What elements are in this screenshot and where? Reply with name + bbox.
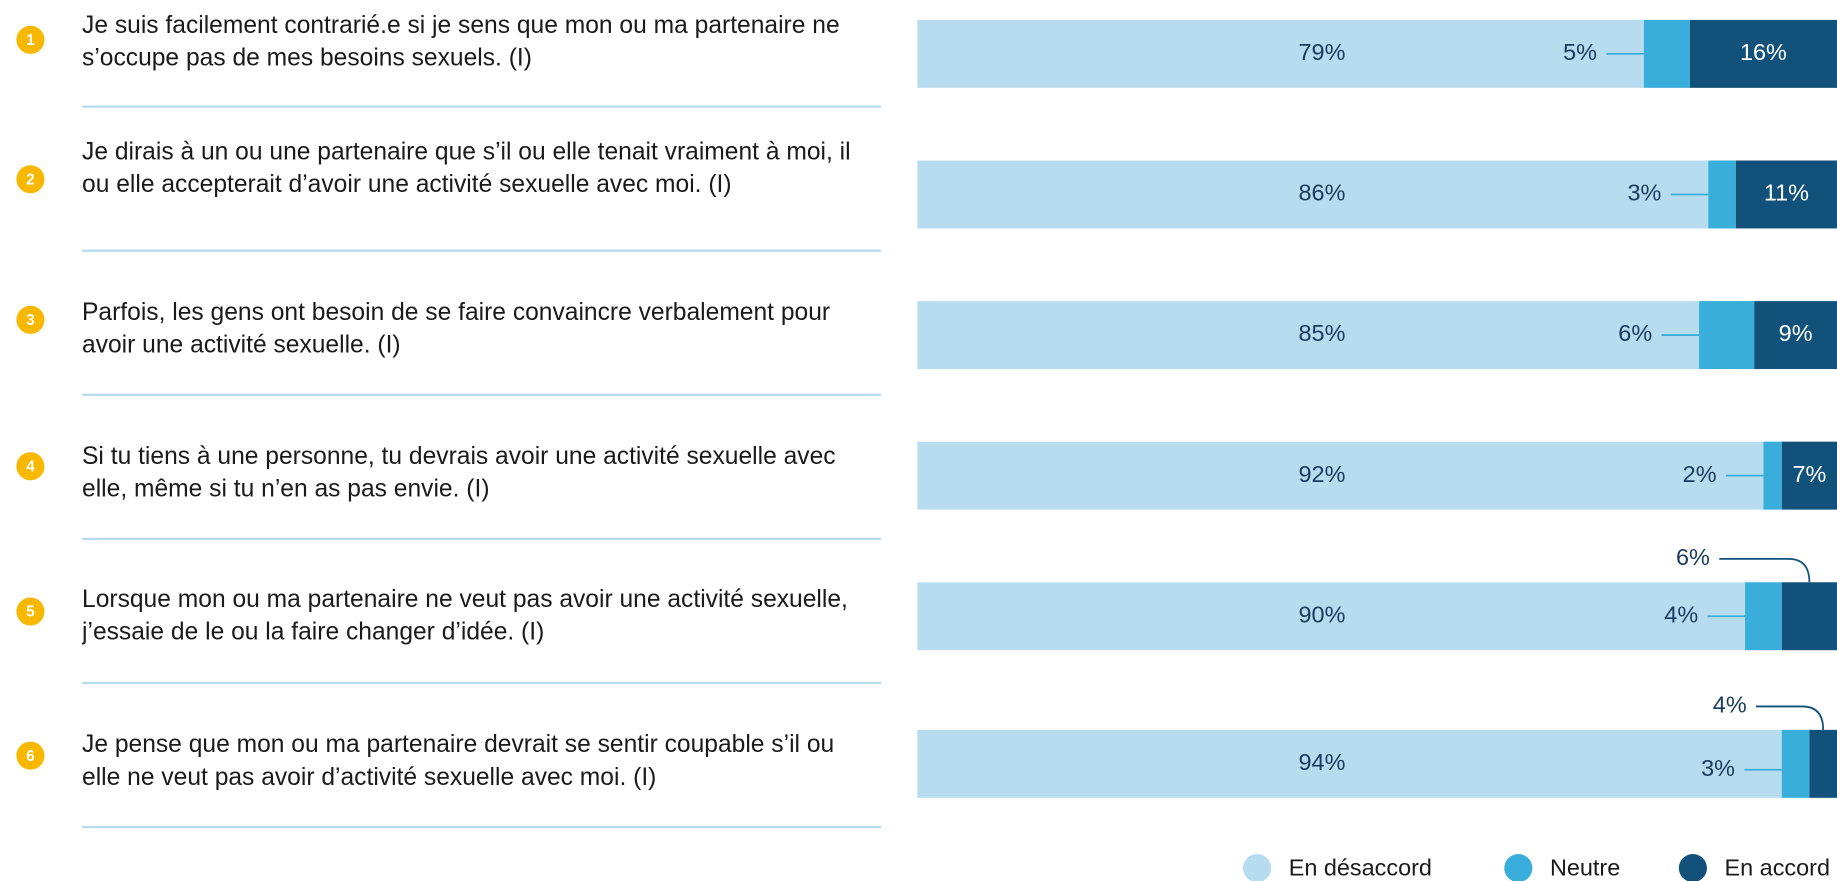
statement-box: Je dirais à un ou une partenaire que s’i… xyxy=(82,138,851,198)
bar-segment xyxy=(917,19,1644,88)
bar-segment xyxy=(917,301,1700,370)
statement-box: Je pense que mon ou ma partenaire devrai… xyxy=(82,731,835,791)
value-label: 7% xyxy=(1792,461,1826,487)
statement: Je dirais à un ou une partenaire que s’i… xyxy=(82,138,851,198)
item-badge xyxy=(16,165,45,194)
bar-segment xyxy=(1781,729,1810,798)
value-label: 9% xyxy=(1779,320,1813,346)
value-label: 90% xyxy=(1299,601,1346,627)
value-label: 79% xyxy=(1299,39,1346,65)
value-label: 16% xyxy=(1740,39,1787,65)
item-number: 4 xyxy=(26,458,35,475)
bar-segment xyxy=(1763,441,1782,510)
value-label: 11% xyxy=(1764,180,1809,206)
item-number: 3 xyxy=(26,312,34,329)
item-badge xyxy=(16,452,45,481)
legend-label: En accord xyxy=(1725,854,1830,880)
statement-box: Parfois, les gens ont besoin de se faire… xyxy=(82,298,831,359)
bar-segment xyxy=(917,160,1709,229)
bar-segment xyxy=(1781,582,1837,651)
value-label: 92% xyxy=(1299,461,1346,487)
legend-label: En désaccord xyxy=(1289,854,1432,880)
bar-segment xyxy=(917,582,1746,651)
statement-box: Je suis facilement contrarié.e si je sen… xyxy=(82,11,840,72)
statement-box: Lorsque mon ou ma partenaire ne veut pas… xyxy=(82,585,848,646)
bar-segment xyxy=(917,441,1764,510)
item-number: 2 xyxy=(26,171,34,188)
value-label: 2% xyxy=(1683,461,1717,487)
value-label: 3% xyxy=(1628,180,1662,206)
value-label: 6% xyxy=(1676,544,1710,570)
item-number: 6 xyxy=(26,748,34,765)
leader-line xyxy=(1756,705,1825,730)
value-label: 85% xyxy=(1299,320,1346,346)
legend-swatch xyxy=(1504,854,1533,881)
statement-box: Si tu tiens à une personne, tu devrais a… xyxy=(82,442,836,503)
legend-swatch xyxy=(1678,854,1707,881)
statement: Lorsque mon ou ma partenaire ne veut pas… xyxy=(82,585,848,646)
bar-segment xyxy=(917,729,1782,798)
item-badge xyxy=(16,597,45,626)
value-label: 4% xyxy=(1664,601,1698,627)
item-number: 1 xyxy=(26,32,35,49)
statement: Je pense que mon ou ma partenaire devrai… xyxy=(82,731,835,791)
bar-segment xyxy=(1735,160,1837,229)
leader-line xyxy=(1719,557,1811,583)
bar-segment xyxy=(1754,301,1837,370)
value-label: 86% xyxy=(1299,180,1346,206)
item-number: 5 xyxy=(26,604,35,621)
item-badge xyxy=(16,741,45,770)
bar-segment xyxy=(1689,19,1837,88)
legend-swatch xyxy=(1243,854,1272,881)
bar-segment xyxy=(1745,582,1782,651)
value-label: 6% xyxy=(1618,320,1652,346)
value-label: 3% xyxy=(1701,755,1735,781)
value-label: 94% xyxy=(1299,749,1346,775)
item-badge xyxy=(16,25,45,54)
item-badge xyxy=(16,305,45,334)
value-label: 5% xyxy=(1563,39,1597,65)
bar-segment xyxy=(1643,19,1690,88)
bar-segment xyxy=(1699,301,1755,370)
statement: Je suis facilement contrarié.e si je sen… xyxy=(82,11,840,72)
statement: Si tu tiens à une personne, tu devrais a… xyxy=(82,442,836,503)
statement: Parfois, les gens ont besoin de se faire… xyxy=(82,298,831,359)
bar-segment xyxy=(1708,160,1736,229)
bar-segment xyxy=(1781,441,1837,510)
legend-label: Neutre xyxy=(1550,854,1620,880)
value-label: 4% xyxy=(1713,692,1747,718)
bar-segment xyxy=(1809,729,1837,798)
